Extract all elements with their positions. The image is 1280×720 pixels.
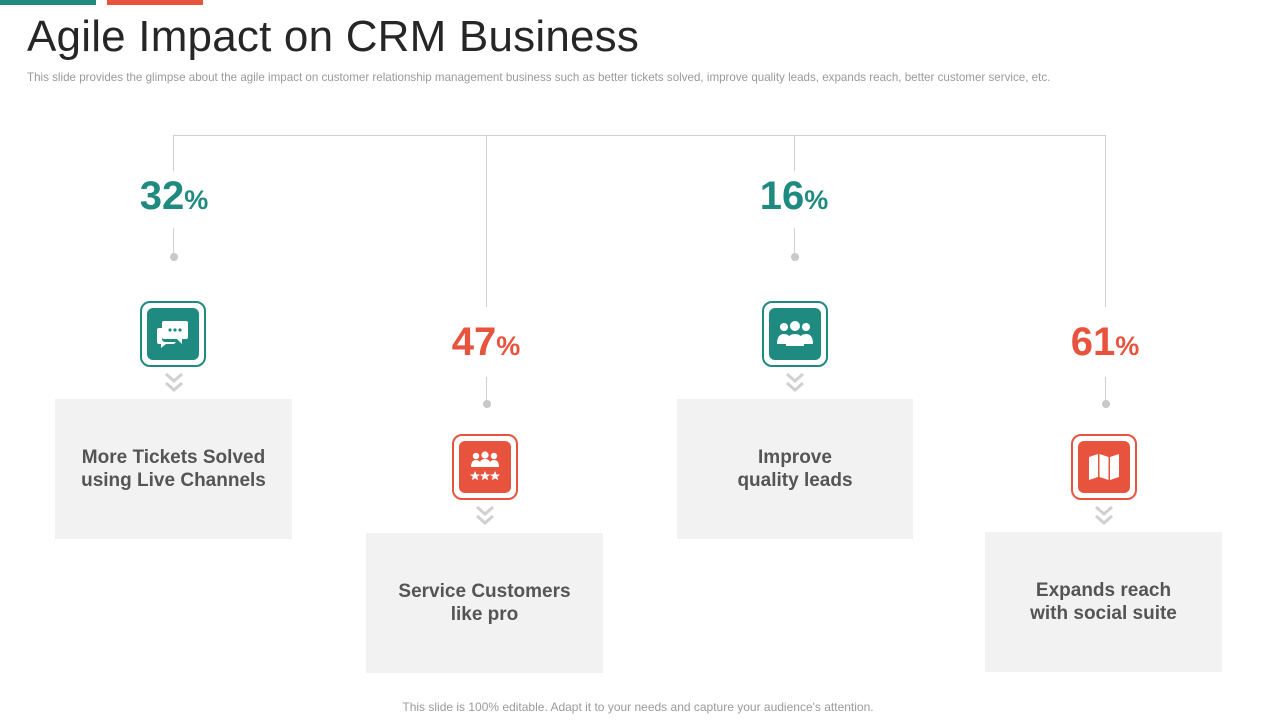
stat-value: 47 [451, 320, 497, 364]
stat-percent-2: 47% [386, 320, 586, 365]
stat-dot-1 [170, 253, 178, 261]
customers-rating-icon [452, 434, 518, 500]
slide-footer: This slide is 100% editable. Adapt it to… [402, 700, 874, 714]
impact-card-3: Improve quality leads [677, 399, 913, 539]
connector-drop-2 [486, 135, 487, 307]
impact-label-1: More Tickets Solved using Live Channels [81, 447, 266, 491]
stat-stem-2 [486, 377, 487, 403]
connector-drop-1 [173, 135, 174, 171]
stat-value: 32 [139, 174, 185, 218]
users-group-icon [762, 301, 828, 367]
chevron-down-icon [1095, 505, 1113, 525]
impact-card-4: Expands reach with social suite [985, 532, 1222, 672]
map-icon [1071, 434, 1137, 500]
stat-stem-1 [173, 228, 174, 254]
accent-bar-red [107, 0, 203, 5]
connector-drop-4 [1105, 135, 1106, 307]
accent-bar-teal [0, 0, 96, 5]
chat-bubbles-icon [140, 301, 206, 367]
connector-top-line [173, 135, 1106, 136]
impact-label-2: Service Customers like pro [398, 581, 571, 625]
impact-label-3: Improve quality leads [737, 447, 853, 491]
chevron-down-icon [786, 372, 804, 392]
stat-unit: % [804, 185, 829, 215]
stat-value: 16 [759, 174, 805, 218]
slide-title: Agile Impact on CRM Business [27, 12, 640, 61]
connector-drop-3 [794, 135, 795, 171]
stat-value: 61 [1070, 320, 1116, 364]
stat-stem-4 [1105, 377, 1106, 403]
stat-stem-3 [794, 228, 795, 254]
stat-unit: % [496, 331, 521, 361]
stat-percent-1: 32% [74, 174, 274, 219]
slide-subtitle: This slide provides the glimpse about th… [27, 71, 1051, 84]
stat-dot-2 [483, 400, 491, 408]
stat-percent-3: 16% [694, 174, 894, 219]
chevron-down-icon [476, 505, 494, 525]
chevron-down-icon [165, 372, 183, 392]
stat-percent-4: 61% [1005, 320, 1205, 365]
stat-dot-4 [1102, 400, 1110, 408]
impact-label-4: Expands reach with social suite [1030, 580, 1177, 624]
stat-dot-3 [791, 253, 799, 261]
impact-card-2: Service Customers like pro [366, 533, 603, 673]
stat-unit: % [184, 185, 209, 215]
stat-unit: % [1115, 331, 1140, 361]
impact-card-1: More Tickets Solved using Live Channels [55, 399, 292, 539]
